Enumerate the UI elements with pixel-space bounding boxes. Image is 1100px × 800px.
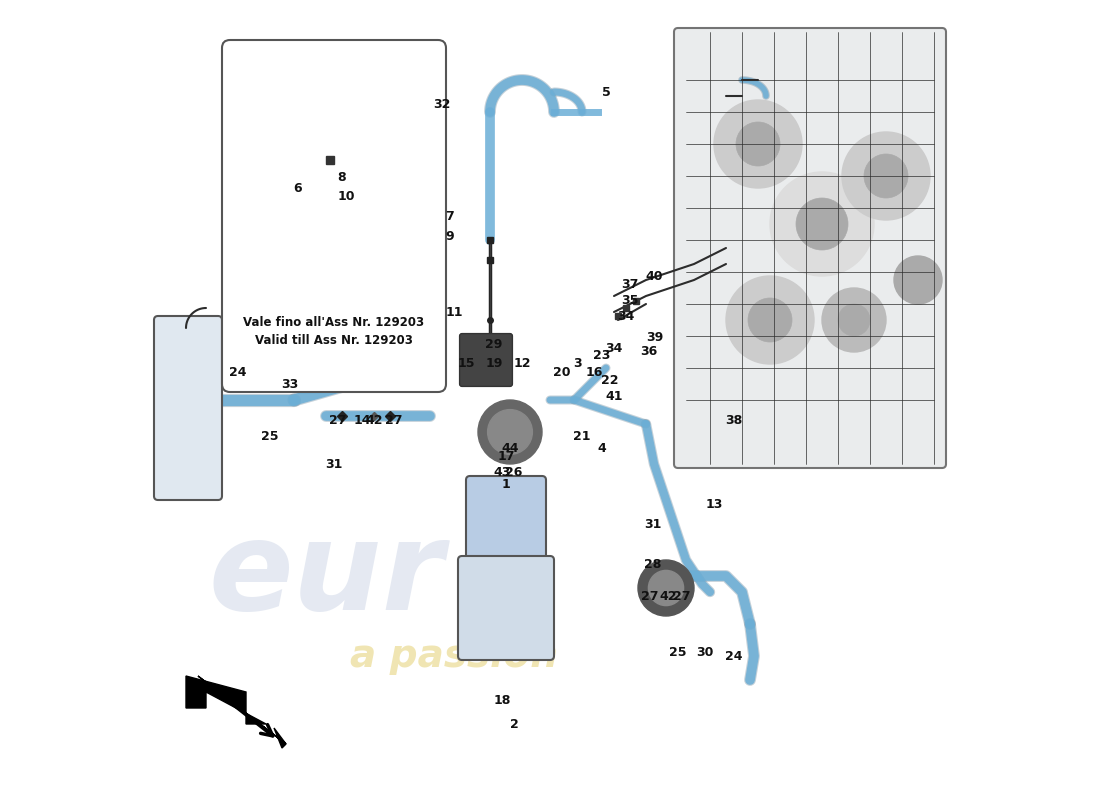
Text: 16: 16 xyxy=(585,366,603,378)
Text: 34: 34 xyxy=(617,310,635,322)
Text: 42: 42 xyxy=(660,590,678,602)
Circle shape xyxy=(648,570,683,606)
Text: a passion: a passion xyxy=(350,637,558,675)
Text: 25: 25 xyxy=(262,430,278,442)
Text: 40: 40 xyxy=(646,270,662,282)
FancyBboxPatch shape xyxy=(674,28,946,468)
Text: 39: 39 xyxy=(646,331,663,344)
Text: 13: 13 xyxy=(705,498,723,510)
Circle shape xyxy=(748,298,792,342)
Text: 36: 36 xyxy=(640,346,657,358)
FancyBboxPatch shape xyxy=(460,334,513,386)
Text: 31: 31 xyxy=(644,518,661,530)
Circle shape xyxy=(726,276,814,364)
Circle shape xyxy=(842,132,930,220)
Text: 10: 10 xyxy=(338,190,354,202)
Text: 38: 38 xyxy=(725,414,742,426)
Text: 34: 34 xyxy=(605,342,623,354)
Text: 30: 30 xyxy=(695,646,713,658)
Text: 35: 35 xyxy=(621,294,639,306)
Text: 32: 32 xyxy=(433,98,451,110)
Polygon shape xyxy=(186,676,266,724)
Circle shape xyxy=(906,268,930,292)
Circle shape xyxy=(864,154,907,198)
Text: 26: 26 xyxy=(505,466,522,478)
Text: 43: 43 xyxy=(493,466,510,478)
Circle shape xyxy=(838,304,870,336)
Text: 29: 29 xyxy=(485,338,503,350)
Text: 22: 22 xyxy=(602,374,618,386)
Circle shape xyxy=(770,172,875,276)
Text: 25: 25 xyxy=(669,646,686,658)
Circle shape xyxy=(736,122,780,166)
Text: 2: 2 xyxy=(509,718,518,730)
FancyBboxPatch shape xyxy=(154,316,222,500)
Text: 44: 44 xyxy=(502,442,519,454)
FancyBboxPatch shape xyxy=(466,476,546,564)
Text: eur: eur xyxy=(208,515,443,637)
FancyBboxPatch shape xyxy=(458,556,554,660)
Text: 27: 27 xyxy=(641,590,659,602)
Polygon shape xyxy=(198,676,286,748)
Text: 3: 3 xyxy=(574,358,582,370)
Text: 8: 8 xyxy=(338,171,346,184)
Text: 42: 42 xyxy=(365,414,383,426)
Circle shape xyxy=(487,410,532,454)
Text: 17: 17 xyxy=(497,450,515,462)
Text: 7: 7 xyxy=(446,210,454,222)
Text: 9: 9 xyxy=(446,230,454,242)
Text: 37: 37 xyxy=(621,278,639,290)
Text: 27: 27 xyxy=(673,590,691,602)
Text: 27: 27 xyxy=(385,414,403,426)
Text: 23: 23 xyxy=(593,350,611,362)
Text: 14: 14 xyxy=(353,414,371,426)
Text: 28: 28 xyxy=(644,558,661,570)
Text: 4: 4 xyxy=(597,442,606,454)
Circle shape xyxy=(638,560,694,616)
Text: 31: 31 xyxy=(326,458,343,470)
Text: 41: 41 xyxy=(605,390,623,402)
Text: 11: 11 xyxy=(446,306,463,318)
Text: 12: 12 xyxy=(514,358,530,370)
Text: 20: 20 xyxy=(553,366,571,378)
Text: 24: 24 xyxy=(229,366,246,378)
Circle shape xyxy=(894,256,942,304)
Text: 15: 15 xyxy=(458,358,475,370)
Text: 5: 5 xyxy=(602,86,610,98)
Circle shape xyxy=(796,198,848,250)
FancyBboxPatch shape xyxy=(222,40,446,392)
Text: 1: 1 xyxy=(502,478,510,490)
Text: Vale fino all'Ass Nr. 129203
Valid till Ass Nr. 129203: Vale fino all'Ass Nr. 129203 Valid till … xyxy=(243,316,425,347)
Text: 24: 24 xyxy=(725,650,742,662)
Circle shape xyxy=(478,400,542,464)
Text: 27: 27 xyxy=(329,414,346,426)
Text: 21: 21 xyxy=(573,430,591,442)
Circle shape xyxy=(714,100,802,188)
Circle shape xyxy=(822,288,886,352)
Text: 6: 6 xyxy=(294,182,302,194)
Text: 18: 18 xyxy=(493,694,510,706)
Text: 33: 33 xyxy=(282,378,298,390)
Text: 19: 19 xyxy=(485,358,503,370)
